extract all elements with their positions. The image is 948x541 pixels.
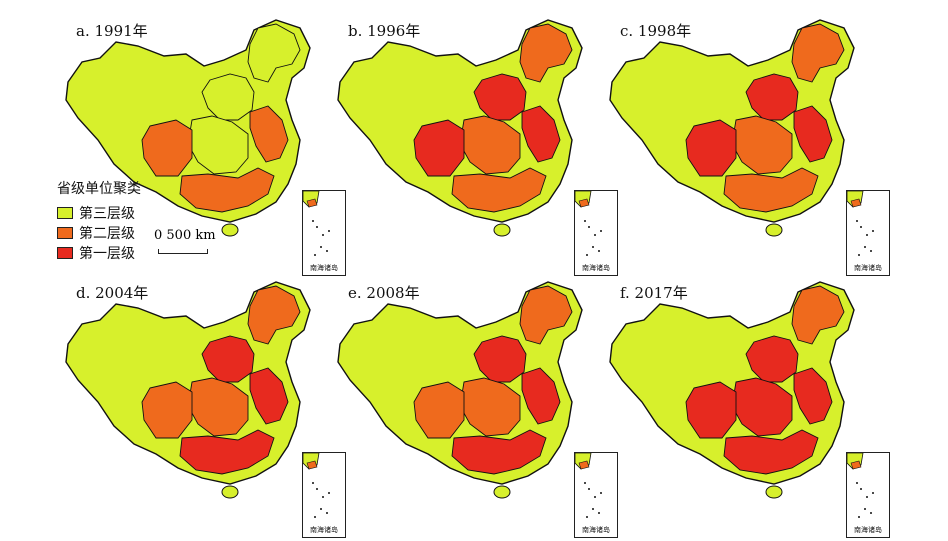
south-china-sea-inset: 南海诸岛 — [574, 190, 618, 276]
region-south — [179, 167, 275, 213]
panel-title: d. 2004年 — [76, 284, 149, 302]
hainan-island — [221, 223, 239, 237]
country-outline — [65, 19, 311, 223]
region-north — [473, 73, 527, 121]
country-outline — [609, 19, 855, 223]
inset-map — [574, 452, 602, 518]
legend-label-tier3: 第三层级 — [79, 206, 135, 222]
inset-label: 南海诸岛 — [582, 264, 610, 272]
legend: 省级单位聚类 第三层级 第二层级 第一层级 — [57, 178, 141, 263]
region-central — [459, 377, 521, 437]
country-outline — [65, 281, 311, 485]
region-ne — [247, 285, 301, 345]
legend-swatch-tier2 — [57, 227, 73, 239]
region-south — [179, 429, 275, 475]
region-ne — [247, 23, 301, 83]
region-east — [249, 367, 289, 425]
country-outline — [337, 281, 583, 485]
region-southwest — [685, 381, 737, 439]
legend-item-tier1: 第一层级 — [57, 243, 141, 263]
country-outline — [609, 281, 855, 485]
region-south — [451, 167, 547, 213]
scale-label: 0 500 km — [154, 228, 216, 243]
south-china-sea-inset: 南海诸岛 — [302, 452, 346, 538]
map-panel: b. 1996年南海诸岛 — [334, 8, 634, 276]
legend-label-tier2: 第二层级 — [79, 226, 135, 242]
region-south — [723, 429, 819, 475]
china-map — [609, 281, 855, 499]
inset-label: 南海诸岛 — [310, 264, 338, 272]
legend-label-tier1: 第一层级 — [79, 246, 135, 262]
map-panel: c. 1998年南海诸岛 — [606, 8, 906, 276]
legend-swatch-tier1 — [57, 247, 73, 259]
inset-label: 南海诸岛 — [854, 526, 882, 534]
hainan-island — [765, 485, 783, 499]
country-outline — [337, 19, 583, 223]
region-ne — [519, 285, 573, 345]
inset-label: 南海诸岛 — [854, 264, 882, 272]
region-east — [793, 367, 833, 425]
legend-title: 省级单位聚类 — [57, 181, 141, 197]
legend-item-tier3: 第三层级 — [57, 203, 141, 223]
region-ne — [519, 23, 573, 83]
region-central — [187, 115, 249, 175]
panel-title: a. 1991年 — [76, 22, 148, 40]
scale-bar: 0 500 km — [154, 228, 216, 258]
inset-map — [574, 190, 602, 256]
inset-map — [302, 190, 330, 256]
hainan-island — [765, 223, 783, 237]
region-southwest — [141, 119, 193, 177]
region-central — [731, 115, 793, 175]
region-central — [187, 377, 249, 437]
hainan-island — [221, 485, 239, 499]
inset-map — [302, 452, 330, 518]
hainan-island — [493, 223, 511, 237]
region-southwest — [685, 119, 737, 177]
china-map — [337, 281, 583, 499]
china-map — [337, 19, 583, 237]
region-north — [745, 335, 799, 383]
map-panel: d. 2004年南海诸岛 — [62, 270, 362, 538]
inset-map — [846, 190, 874, 256]
region-southwest — [413, 119, 465, 177]
map-panel: f. 2017年南海诸岛 — [606, 270, 906, 538]
region-east — [249, 105, 289, 163]
china-map — [65, 19, 311, 237]
region-south — [451, 429, 547, 475]
region-central — [459, 115, 521, 175]
panel-title: c. 1998年 — [620, 22, 692, 40]
map-panel: a. 1991年南海诸岛 — [62, 8, 362, 276]
map-panel: e. 2008年 南海诸岛 — [334, 270, 634, 538]
region-east — [521, 367, 561, 425]
panel-title: b. 1996年 — [348, 22, 421, 40]
region-ne — [791, 285, 845, 345]
region-north — [201, 73, 255, 121]
south-china-sea-inset: 南海诸岛 — [302, 190, 346, 276]
legend-item-tier2: 第二层级 — [57, 223, 141, 243]
china-map — [65, 281, 311, 499]
region-southwest — [413, 381, 465, 439]
region-ne — [791, 23, 845, 83]
region-north — [201, 335, 255, 383]
scale-line — [158, 249, 208, 254]
inset-map — [846, 452, 874, 518]
region-east — [793, 105, 833, 163]
region-north — [473, 335, 527, 383]
hainan-island — [493, 485, 511, 499]
region-south — [723, 167, 819, 213]
panel-title: f. 2017年 — [620, 284, 688, 302]
south-china-sea-inset: 南海诸岛 — [846, 452, 890, 538]
panel-title: e. 2008年 — [348, 284, 420, 302]
region-central — [731, 377, 793, 437]
china-map — [609, 19, 855, 237]
legend-swatch-tier3 — [57, 207, 73, 219]
region-north — [745, 73, 799, 121]
south-china-sea-inset: 南海诸岛 — [846, 190, 890, 276]
region-southwest — [141, 381, 193, 439]
region-east — [521, 105, 561, 163]
